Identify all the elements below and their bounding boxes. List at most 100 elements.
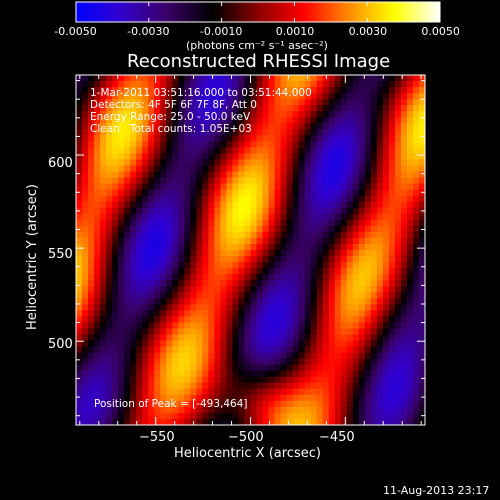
heatmap-cell [184, 243, 191, 251]
heatmap-cell [244, 388, 252, 396]
heatmap-cell [406, 165, 414, 173]
heatmap-cell [154, 189, 161, 197]
heatmap-cell [160, 382, 167, 390]
heatmap-cell [196, 346, 203, 354]
heatmap-cell [166, 310, 173, 317]
heatmap-cell [352, 225, 360, 233]
heatmap-cell [142, 171, 149, 179]
heatmap-cell [142, 394, 149, 402]
heatmap-cell [160, 274, 167, 281]
heatmap-cell [370, 268, 378, 275]
heatmap-cell [142, 201, 149, 209]
heatmap-cell [166, 298, 173, 305]
heatmap-cell [214, 165, 222, 173]
heatmap-cell [292, 243, 300, 251]
heatmap-cell [184, 183, 191, 191]
heatmap-cell [256, 135, 264, 142]
heatmap-cell [148, 412, 155, 420]
heatmap-cell [268, 340, 276, 348]
heatmap-cell [130, 382, 137, 390]
heatmap-cell [262, 388, 270, 396]
heatmap-cell [118, 219, 125, 227]
heatmap-cell [220, 207, 228, 215]
heatmap-cell [154, 310, 161, 317]
heatmap-cell [154, 147, 161, 155]
heatmap-cell [358, 219, 366, 227]
heatmap-cell [292, 105, 300, 112]
heatmap-cell [130, 177, 137, 185]
heatmap-cell [418, 310, 425, 317]
heatmap-cell [130, 292, 137, 299]
heatmap-cell [172, 274, 179, 281]
heatmap-cell [406, 298, 414, 305]
heatmap-cell [352, 250, 360, 257]
heatmap-cell [94, 159, 101, 167]
heatmap-cell [160, 268, 167, 275]
heatmap-cell [142, 141, 149, 149]
heatmap-cell [142, 412, 149, 420]
heatmap-cell [292, 406, 300, 414]
heatmap-cell [154, 129, 161, 136]
heatmap-cell [274, 99, 282, 106]
heatmap-cell [178, 256, 185, 263]
heatmap-cell [118, 370, 125, 378]
heatmap-cell [250, 298, 258, 305]
heatmap-cell [382, 310, 390, 317]
heatmap-cell [370, 99, 378, 106]
heatmap-cell [274, 171, 282, 179]
heatmap-cell [130, 231, 137, 239]
heatmap-cell [256, 304, 264, 311]
heatmap-cell [184, 75, 191, 82]
heatmap-cell [370, 406, 378, 414]
heatmap-cell [196, 99, 203, 106]
heatmap-cell [394, 292, 402, 299]
heatmap-cell [196, 400, 203, 408]
heatmap-cell [112, 250, 119, 257]
heatmap-cell [196, 394, 203, 402]
heatmap-cell [76, 147, 83, 155]
heatmap-cell [130, 394, 137, 402]
heatmap-cell [244, 75, 252, 82]
heatmap-cell [124, 171, 131, 179]
heatmap-cell [376, 87, 384, 94]
heatmap-cell [268, 250, 276, 257]
heatmap-cell [142, 231, 149, 239]
heatmap-cell [280, 376, 288, 384]
heatmap-cell [178, 316, 185, 324]
heatmap-cell [418, 394, 425, 402]
heatmap-cell [376, 207, 384, 215]
heatmap-cell [334, 123, 342, 130]
heatmap-cell [178, 280, 185, 287]
heatmap-cell [214, 376, 222, 384]
heatmap-cell [202, 159, 209, 167]
heatmap-cell [160, 93, 167, 100]
heatmap-cell [262, 280, 270, 287]
heatmap-cell [262, 153, 270, 161]
heatmap-cell [154, 141, 161, 149]
heatmap-cell [310, 171, 318, 179]
heatmap-cell [382, 111, 390, 118]
heatmap-cell [268, 376, 276, 384]
heatmap-cell [178, 340, 185, 348]
heatmap-cell [256, 250, 264, 257]
heatmap-cell [166, 358, 173, 366]
heatmap-cell [304, 159, 312, 167]
heatmap-cell [304, 171, 312, 179]
heatmap-cell [298, 412, 306, 420]
heatmap-cell [262, 328, 270, 336]
heatmap-cell [280, 117, 288, 124]
heatmap-cell [352, 171, 360, 179]
heatmap-cell [256, 256, 264, 263]
heatmap-cell [106, 388, 113, 396]
heatmap-cell [76, 316, 83, 324]
heatmap-cell [376, 165, 384, 173]
heatmap-cell [106, 250, 113, 257]
heatmap-cell [244, 268, 252, 275]
heatmap-cell [358, 207, 366, 215]
heatmap-cell [358, 346, 366, 354]
heatmap-cell [94, 93, 101, 100]
heatmap-cell [370, 280, 378, 287]
heatmap-cell [406, 159, 414, 167]
heatmap-cell [142, 310, 149, 317]
heatmap-cell [334, 171, 342, 179]
